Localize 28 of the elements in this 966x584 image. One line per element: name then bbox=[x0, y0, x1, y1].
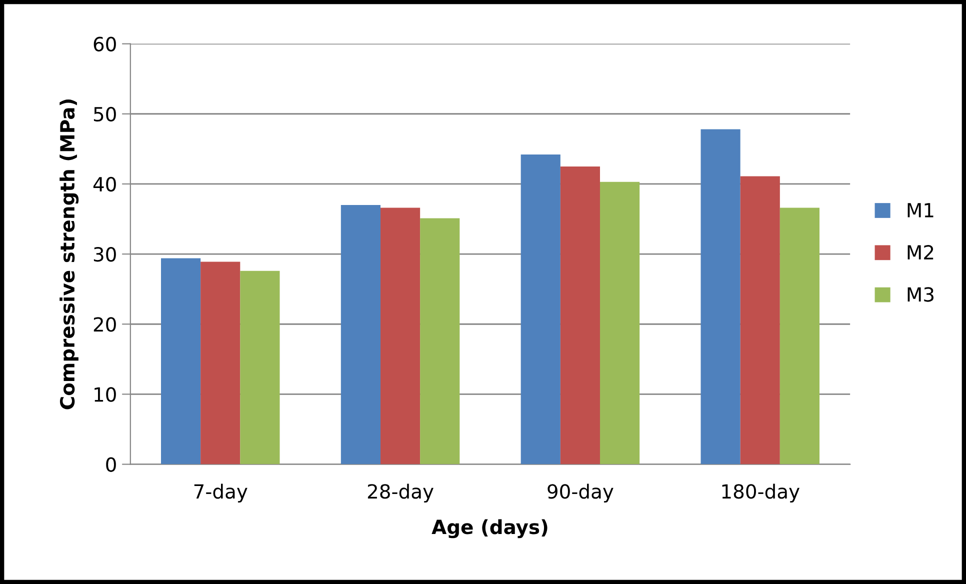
bar bbox=[200, 262, 240, 464]
bar bbox=[600, 182, 640, 464]
bar bbox=[380, 208, 420, 464]
legend-label: M1 bbox=[908, 203, 934, 218]
x-tick-label: 90-day bbox=[548, 484, 614, 503]
bar bbox=[420, 218, 460, 464]
x-tick-label: 7-day bbox=[194, 484, 248, 503]
bar bbox=[560, 166, 600, 464]
legend-label: M2 bbox=[908, 244, 934, 260]
y-tick-label: 20 bbox=[94, 317, 116, 332]
bar bbox=[520, 154, 560, 464]
legend-label: M3 bbox=[908, 287, 934, 302]
y-tick-label: 0 bbox=[106, 457, 116, 472]
x-axis-title: Age (days) bbox=[432, 519, 548, 538]
bar bbox=[780, 208, 820, 464]
x-tick-label: 180-day bbox=[722, 484, 800, 503]
y-axis-title: Compressive strength (MPa) bbox=[60, 100, 79, 410]
y-tick-label: 40 bbox=[93, 176, 116, 192]
bar bbox=[340, 204, 380, 464]
bar bbox=[700, 129, 740, 464]
y-tick-label: 60 bbox=[94, 36, 116, 52]
x-tick-label: 28-day bbox=[368, 484, 434, 503]
y-tick-label: 10 bbox=[94, 387, 116, 402]
y-tick-label: 30 bbox=[94, 246, 116, 262]
bar bbox=[160, 258, 201, 464]
bar bbox=[740, 176, 780, 464]
y-tick-label: 50 bbox=[94, 106, 116, 122]
bar bbox=[240, 270, 280, 464]
